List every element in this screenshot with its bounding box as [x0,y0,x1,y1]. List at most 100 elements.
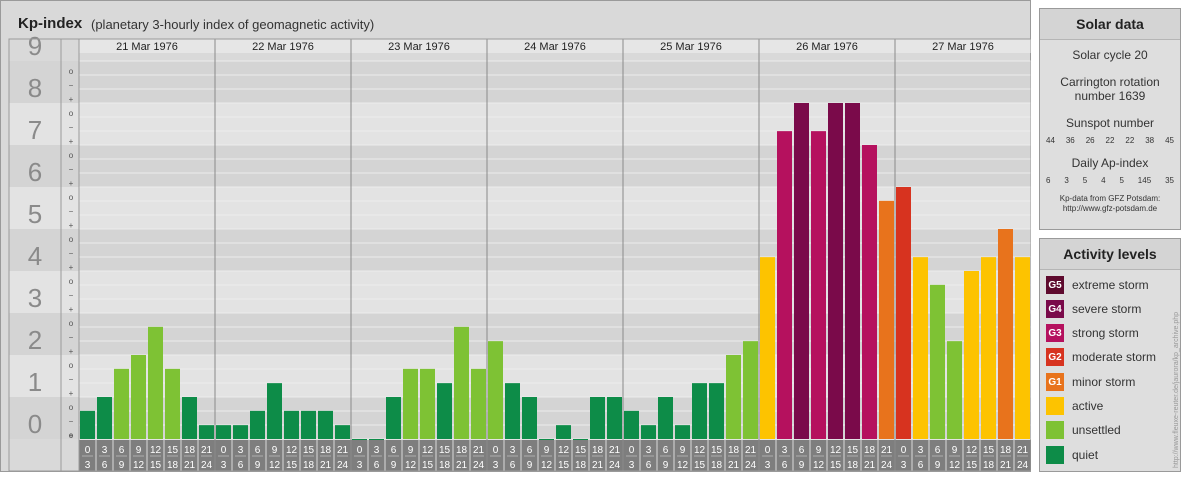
y-tick-label: 6 [28,157,42,187]
kp-level-band [9,61,1031,103]
legend-swatch [1046,397,1064,415]
kp-bar [318,410,333,439]
y-minor-mark: o [69,403,74,412]
interval-start-label: 18 [592,445,604,456]
time-interval-box [963,440,980,471]
kp-bar [1015,257,1030,439]
interval-end-label: 15 [966,460,978,471]
day-label: 27 Mar 1976 [932,41,994,53]
kp-bar [556,425,571,439]
activity-levels-panel: Activity levels G5 extreme storm G4 seve… [1039,238,1181,472]
legend-label: unsettled [1072,423,1121,437]
interval-start-label: 6 [527,445,533,456]
interval-end-label: 18 [575,460,587,471]
legend-item-extreme-storm: G5 extreme storm [1046,275,1149,295]
kp-bar [845,103,860,439]
interval-start-label: 6 [799,445,805,456]
interval-start-label: 0 [765,445,771,456]
time-interval-box [589,440,606,471]
kp-bar [301,410,316,439]
time-interval-box [810,440,827,471]
kp-bar [675,425,690,439]
y-minor-mark: o [69,431,74,440]
kp-level-band [9,229,1031,271]
interval-start-label: 18 [184,445,196,456]
interval-end-label: 3 [901,460,907,471]
interval-start-label: 9 [680,445,686,456]
legend-label: active [1072,399,1104,413]
kp-bar [998,229,1013,439]
time-interval-box [266,440,283,471]
interval-end-label: 21 [456,460,468,471]
time-interval-box [470,440,487,471]
interval-start-label: 21 [337,445,349,456]
interval-end-label: 3 [765,460,771,471]
time-interval-box [946,440,963,471]
kp-bar [828,103,843,439]
kp-bar [216,425,231,439]
kp-bar [811,131,826,439]
y-minor-mark: o [69,319,74,328]
interval-end-label: 24 [1017,460,1029,471]
y-minor-mark: o [69,109,74,118]
kp-bar [352,439,367,440]
interval-end-label: 18 [847,460,859,471]
interval-start-label: 0 [629,445,635,456]
data-source-link[interactable]: http://www.gfz-potsdam.de [1062,204,1158,213]
legend-label: strong storm [1072,326,1139,340]
kp-bar [454,326,469,439]
kp-bar [777,131,792,439]
interval-end-label: 21 [728,460,740,471]
kp-bar [709,383,724,439]
time-interval-box [555,440,572,471]
sunspot-values: 44 36 26 22 22 38 45 [1040,136,1180,145]
solar-data-panel: Solar data Solar cycle 20 Carrington rot… [1039,8,1181,230]
interval-end-label: 24 [609,460,621,471]
kp-bar [981,257,996,439]
kp-bar [624,410,639,439]
kp-bar [692,383,707,439]
interval-end-label: 24 [881,460,893,471]
legend-item-moderate-storm: G2 moderate storm [1046,347,1156,367]
ap-value: 5 [1082,176,1088,185]
chart-header: Kp-index (planetary 3-hourly index of ge… [1,9,1031,39]
time-interval-box [402,440,419,471]
time-interval-box [504,440,521,471]
time-interval-box [521,440,538,471]
ap-index-values: 6 3 5 4 5 145 35 [1040,176,1180,185]
legend-swatch: G3 [1046,324,1064,342]
time-interval-box [657,440,674,471]
y-tick-label: 5 [28,199,42,229]
kp-level-band [9,187,1031,229]
legend-swatch [1046,446,1064,464]
interval-end-label: 18 [167,460,179,471]
interval-start-label: 3 [782,445,788,456]
interval-end-label: 21 [864,460,876,471]
interval-start-label: 15 [847,445,859,456]
time-interval-box [708,440,725,471]
interval-start-label: 15 [983,445,995,456]
legend-swatch: G4 [1046,300,1064,318]
interval-end-label: 18 [439,460,451,471]
time-interval-box [1014,440,1031,471]
interval-end-label: 3 [629,460,635,471]
chart-title: Kp-index [18,15,83,32]
kp-bar [488,341,503,439]
interval-start-label: 21 [881,445,893,456]
time-interval-box [980,440,997,471]
solar-data-title: Solar data [1040,9,1180,40]
time-interval-box [776,440,793,471]
interval-end-label: 12 [405,460,417,471]
ap-value: 4 [1101,176,1106,185]
interval-start-label: 6 [119,445,125,456]
interval-start-label: 18 [728,445,740,456]
interval-end-label: 9 [255,460,261,471]
legend-label: extreme storm [1072,278,1149,292]
interval-end-label: 12 [813,460,825,471]
interval-start-label: 9 [272,445,278,456]
interval-end-label: 6 [918,460,924,471]
interval-start-label: 6 [663,445,669,456]
interval-start-label: 9 [408,445,414,456]
interval-end-label: 6 [374,460,380,471]
y-tick-label: 3 [28,283,42,313]
